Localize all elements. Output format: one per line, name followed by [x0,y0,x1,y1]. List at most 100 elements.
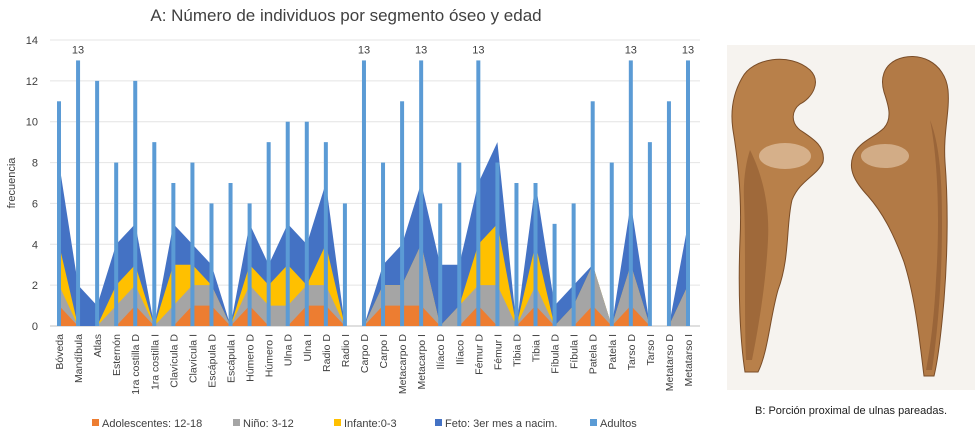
data-label: 13 [72,44,84,56]
bar-patela-d [590,101,595,327]
bars [57,60,690,327]
bar-il-aco-d [438,203,443,326]
x-tick-label: Metatarso D [664,334,676,392]
left-ulna-shadow [743,150,769,360]
legend: Adolescentes: 12-18 Niño: 3-12 Infante:0-3… [92,418,637,430]
x-tick-label: Metatarso I [683,334,695,387]
y-tick-label: 12 [26,76,38,88]
bar-radio-d [323,142,328,326]
x-tick-label: Carpo I [378,334,390,368]
chart-title: A: Número de individuos por segmento óse… [150,6,541,25]
data-label: 13 [625,44,637,56]
bar-b-veda [57,101,61,327]
bar-1ra-costilla-d [133,80,138,326]
bar-carpo-i [381,162,386,326]
x-tick-label: Radio I [340,334,352,367]
bar-clav-cula-i [190,162,195,326]
bar-metatarso-d [666,101,671,327]
area-ni-o-3-12 [59,244,688,326]
bar-f-bula-i [571,203,576,326]
x-tick-label: Patela I [607,334,619,370]
data-labels: 13 13 13 13 13 13 [72,44,694,56]
x-tick-label: Carpo D [359,334,371,374]
x-tick-label: Tarso I [645,334,657,366]
bar-tarso-i [647,142,652,326]
legend-swatch [590,419,597,426]
x-tick-label: Clavícula I [187,334,199,383]
x-tick-label: Ilíaco D [435,334,447,370]
right-articular-surface [861,144,909,168]
x-tick-label: Esternón [111,334,123,376]
x-tick-label: Clavícula D [168,334,180,388]
legend-swatch [233,419,240,426]
x-tick-label: Ulna I [302,334,314,361]
y-tick-label: 4 [32,239,38,251]
bar-esc-pula-i [228,183,233,326]
photo-caption: B: Porción proximal de ulnas pareadas. [755,405,947,417]
legend-label: Niño: 3-12 [243,418,294,430]
bar-f-bula-d [552,223,557,326]
bar-atlas [95,80,100,326]
x-tick-label: Atlas [92,334,104,357]
y-tick-label: 14 [26,35,38,47]
left-articular-surface [759,143,811,169]
y-tick-label: 6 [32,198,38,210]
bar-metatarso-i [686,60,690,327]
area-adolescentes-12-18 [59,305,688,326]
data-label: 13 [682,44,694,56]
x-tick-label: Tarso D [626,334,638,371]
stacked-areas [59,142,688,326]
bar-patela-i [609,162,614,326]
legend-swatch [334,419,341,426]
x-tick-label: Radio D [321,334,333,372]
x-tick-label: Metacarpo D [397,334,409,395]
right-ulna-shadow [926,120,942,370]
legend-label: Adultos [600,418,637,430]
legend-label: Adolescentes: 12-18 [102,418,202,430]
bar-mand-bula [76,60,81,327]
x-tick-label: Fémur I [492,334,504,370]
x-tick-label: Patela D [588,334,600,375]
bone-photo: B: Porción proximal de ulnas pareadas. [727,45,975,417]
legend-label: Feto: 3er mes a nacim. [445,418,558,430]
bar-tibia-d [514,183,519,326]
bar-h-mero-d [247,203,252,326]
bar-ulna-i [304,121,309,326]
x-tick-label: Metacarpo I [416,334,428,389]
bar-1ra-costilla-i [152,142,157,326]
gridlines [50,39,700,327]
legend-swatch [92,419,99,426]
data-label: 13 [358,44,370,56]
bar-h-mero-i [266,142,271,326]
x-tick-label: Fémur D [473,334,485,375]
y-axis-label: frecuencia [6,157,18,209]
bar-f-mur-i [495,162,500,326]
bar-f-mur-d [476,60,481,327]
x-tick-label: Escápula D [206,334,218,388]
x-tick-label: Húmero I [264,334,276,377]
x-tick-label: Fíbula I [569,334,581,369]
x-tick-label: Bóveda [54,334,66,370]
x-tick-label: 1ra costilla I [149,334,161,390]
data-label: 13 [472,44,484,56]
x-tick-label: Húmero D [245,334,257,382]
x-tick-label: Escápula I [226,334,238,383]
y-tick-labels: 0 2 4 6 8 10 12 14 [26,35,38,333]
bar-metacarpo-d [400,101,405,327]
x-tick-label: Mandíbula [73,334,85,383]
bar-carpo-d [361,60,366,327]
bar-il-aco-i [457,162,462,326]
bar-estern-n [114,162,119,326]
y-tick-label: 0 [32,321,38,333]
x-tick-label: Tibia D [511,334,523,367]
bar-clav-cula-d [171,183,176,326]
legend-label: Infante:0-3 [344,418,397,430]
data-label: 13 [415,44,427,56]
y-tick-label: 10 [26,117,38,129]
bar-metacarpo-i [419,60,424,327]
bar-radio-i [342,203,347,326]
x-tick-label: Ulna D [283,334,295,367]
legend-swatch [435,419,442,426]
x-tick-label: Tibia I [531,334,543,362]
